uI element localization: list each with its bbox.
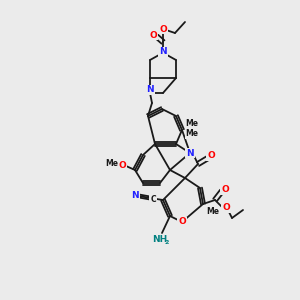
Text: 2: 2 [165,239,169,244]
Text: O: O [159,25,167,34]
Text: O: O [118,161,126,170]
Text: O: O [149,31,157,40]
Text: N: N [131,191,139,200]
Text: Me: Me [185,130,199,139]
Text: Me: Me [106,160,118,169]
Text: Me: Me [185,119,199,128]
Text: N: N [186,148,194,158]
Text: O: O [221,185,229,194]
Text: O: O [178,218,186,226]
Text: N: N [146,85,154,94]
Text: O: O [222,203,230,212]
Text: Me: Me [206,208,220,217]
Text: N: N [159,47,167,56]
Text: C: C [150,196,156,205]
Text: NH: NH [152,235,168,244]
Text: O: O [207,152,215,160]
